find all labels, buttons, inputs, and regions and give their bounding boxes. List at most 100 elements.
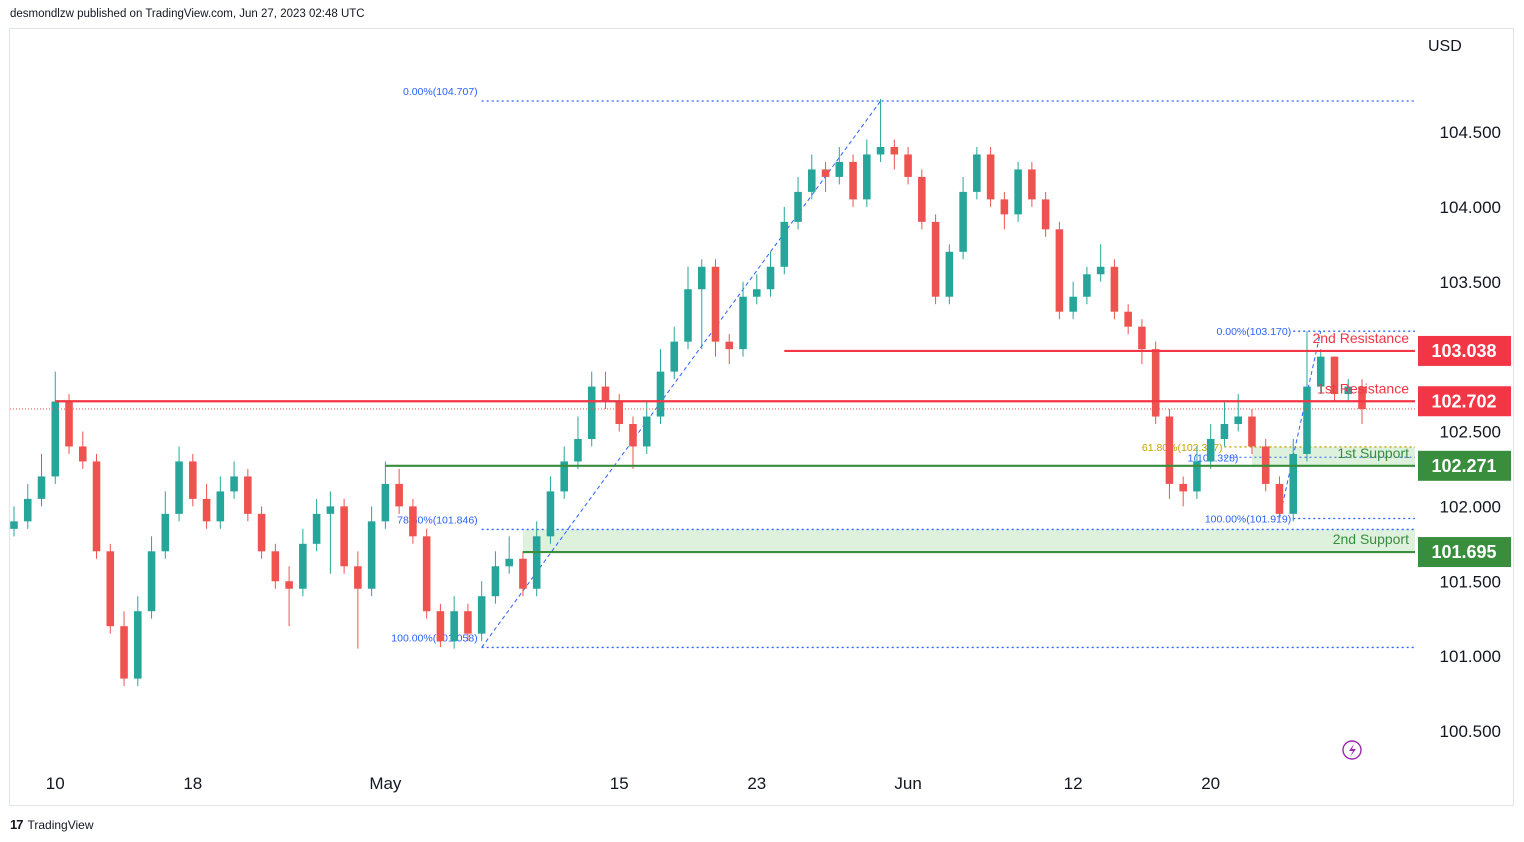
candle <box>808 154 816 200</box>
candle-body <box>766 266 775 290</box>
price-tag-support[interactable]: 101.695 <box>1418 537 1511 568</box>
candle <box>656 349 665 425</box>
candle-body <box>973 154 981 192</box>
candle-body <box>876 146 885 155</box>
candle-body <box>161 513 170 552</box>
candle-body <box>120 626 128 679</box>
candle <box>1303 331 1311 462</box>
candle-body <box>615 401 624 425</box>
price-tag-bg <box>1418 537 1511 568</box>
candle-body <box>560 461 568 492</box>
candle <box>1344 379 1353 402</box>
candle-body <box>684 289 692 342</box>
candle <box>354 551 362 649</box>
candle-body <box>601 386 610 402</box>
candle-body <box>1248 416 1256 447</box>
candle-body <box>519 558 527 589</box>
candle <box>1151 341 1160 425</box>
x-tick-label: 23 <box>747 774 766 793</box>
candle-body <box>299 543 307 589</box>
candle-body <box>147 551 156 612</box>
fib-trend-line <box>481 100 881 648</box>
support-zone <box>522 529 1415 553</box>
x-tick-label: 12 <box>1064 774 1083 793</box>
candle <box>863 139 871 207</box>
candle <box>78 431 87 469</box>
candle <box>10 506 18 537</box>
candle-body <box>244 476 252 514</box>
y-tick-label: 102.000 <box>1440 497 1501 516</box>
x-tick-label: Jun <box>894 774 921 793</box>
candle-body <box>1110 266 1119 312</box>
candle <box>23 483 32 529</box>
candle <box>271 543 280 589</box>
candle-body <box>381 483 390 522</box>
candle-body <box>422 536 431 612</box>
candle-body <box>367 521 376 589</box>
candle <box>684 266 692 350</box>
y-tick-label: 103.500 <box>1440 273 1501 292</box>
candle-body <box>1138 326 1146 350</box>
candle-body <box>450 611 458 642</box>
y-tick-label: 104.500 <box>1440 123 1501 142</box>
price-tag-resistance[interactable]: 103.038 <box>1418 335 1511 366</box>
candle-body <box>37 476 46 499</box>
candle <box>739 281 747 357</box>
candle-body <box>271 551 280 582</box>
candle <box>670 326 679 380</box>
candle-body <box>1234 416 1242 425</box>
candle-body <box>395 483 403 507</box>
candle-body <box>436 611 445 642</box>
candle <box>37 453 46 507</box>
candle <box>835 146 844 185</box>
candle <box>312 498 321 552</box>
candle <box>1014 161 1022 222</box>
x-tick-label: May <box>369 774 402 793</box>
candle <box>560 446 568 499</box>
candle-body <box>1206 438 1215 462</box>
candle <box>1234 394 1242 432</box>
candle <box>945 244 954 305</box>
candle <box>395 468 403 514</box>
y-tick-label: 104.000 <box>1440 198 1501 217</box>
candle <box>642 401 651 454</box>
candle <box>1028 161 1036 207</box>
candle-body <box>574 438 582 462</box>
candle <box>574 416 582 469</box>
candle <box>532 521 541 597</box>
candle-body <box>849 161 857 200</box>
candle <box>326 491 335 574</box>
candle <box>1165 409 1174 499</box>
candle <box>491 551 500 604</box>
candle <box>450 596 458 649</box>
candle-body <box>257 513 266 552</box>
candle <box>1206 424 1215 469</box>
candle-body <box>725 341 734 350</box>
candle-body <box>1179 483 1187 492</box>
candle-body <box>1096 266 1105 275</box>
price-tag-support[interactable]: 102.271 <box>1418 450 1511 481</box>
price-tag-label: 101.695 <box>1431 542 1496 562</box>
candle <box>876 99 885 162</box>
candle <box>422 528 431 619</box>
price-tag-resistance[interactable]: 102.702 <box>1418 386 1511 417</box>
candle-body <box>821 169 830 177</box>
candle-body <box>1316 356 1325 387</box>
candle-body <box>354 566 362 589</box>
price-tag-label: 102.271 <box>1431 456 1496 476</box>
levels-layer: 2nd Resistance 103.038 1st Resistance 102.7… <box>10 330 1511 568</box>
candle <box>299 528 307 597</box>
candle <box>587 371 596 447</box>
candle-body <box>92 461 101 552</box>
bolt-icon[interactable] <box>1342 740 1362 760</box>
candle <box>1289 438 1298 522</box>
level-name: 2nd Support <box>1333 531 1409 547</box>
candle <box>725 334 734 365</box>
candle <box>51 371 60 484</box>
candle-body <box>1041 199 1050 230</box>
candle-body <box>1303 386 1311 454</box>
candle <box>216 476 225 529</box>
candle-body <box>216 491 225 522</box>
candle-body <box>51 401 60 477</box>
